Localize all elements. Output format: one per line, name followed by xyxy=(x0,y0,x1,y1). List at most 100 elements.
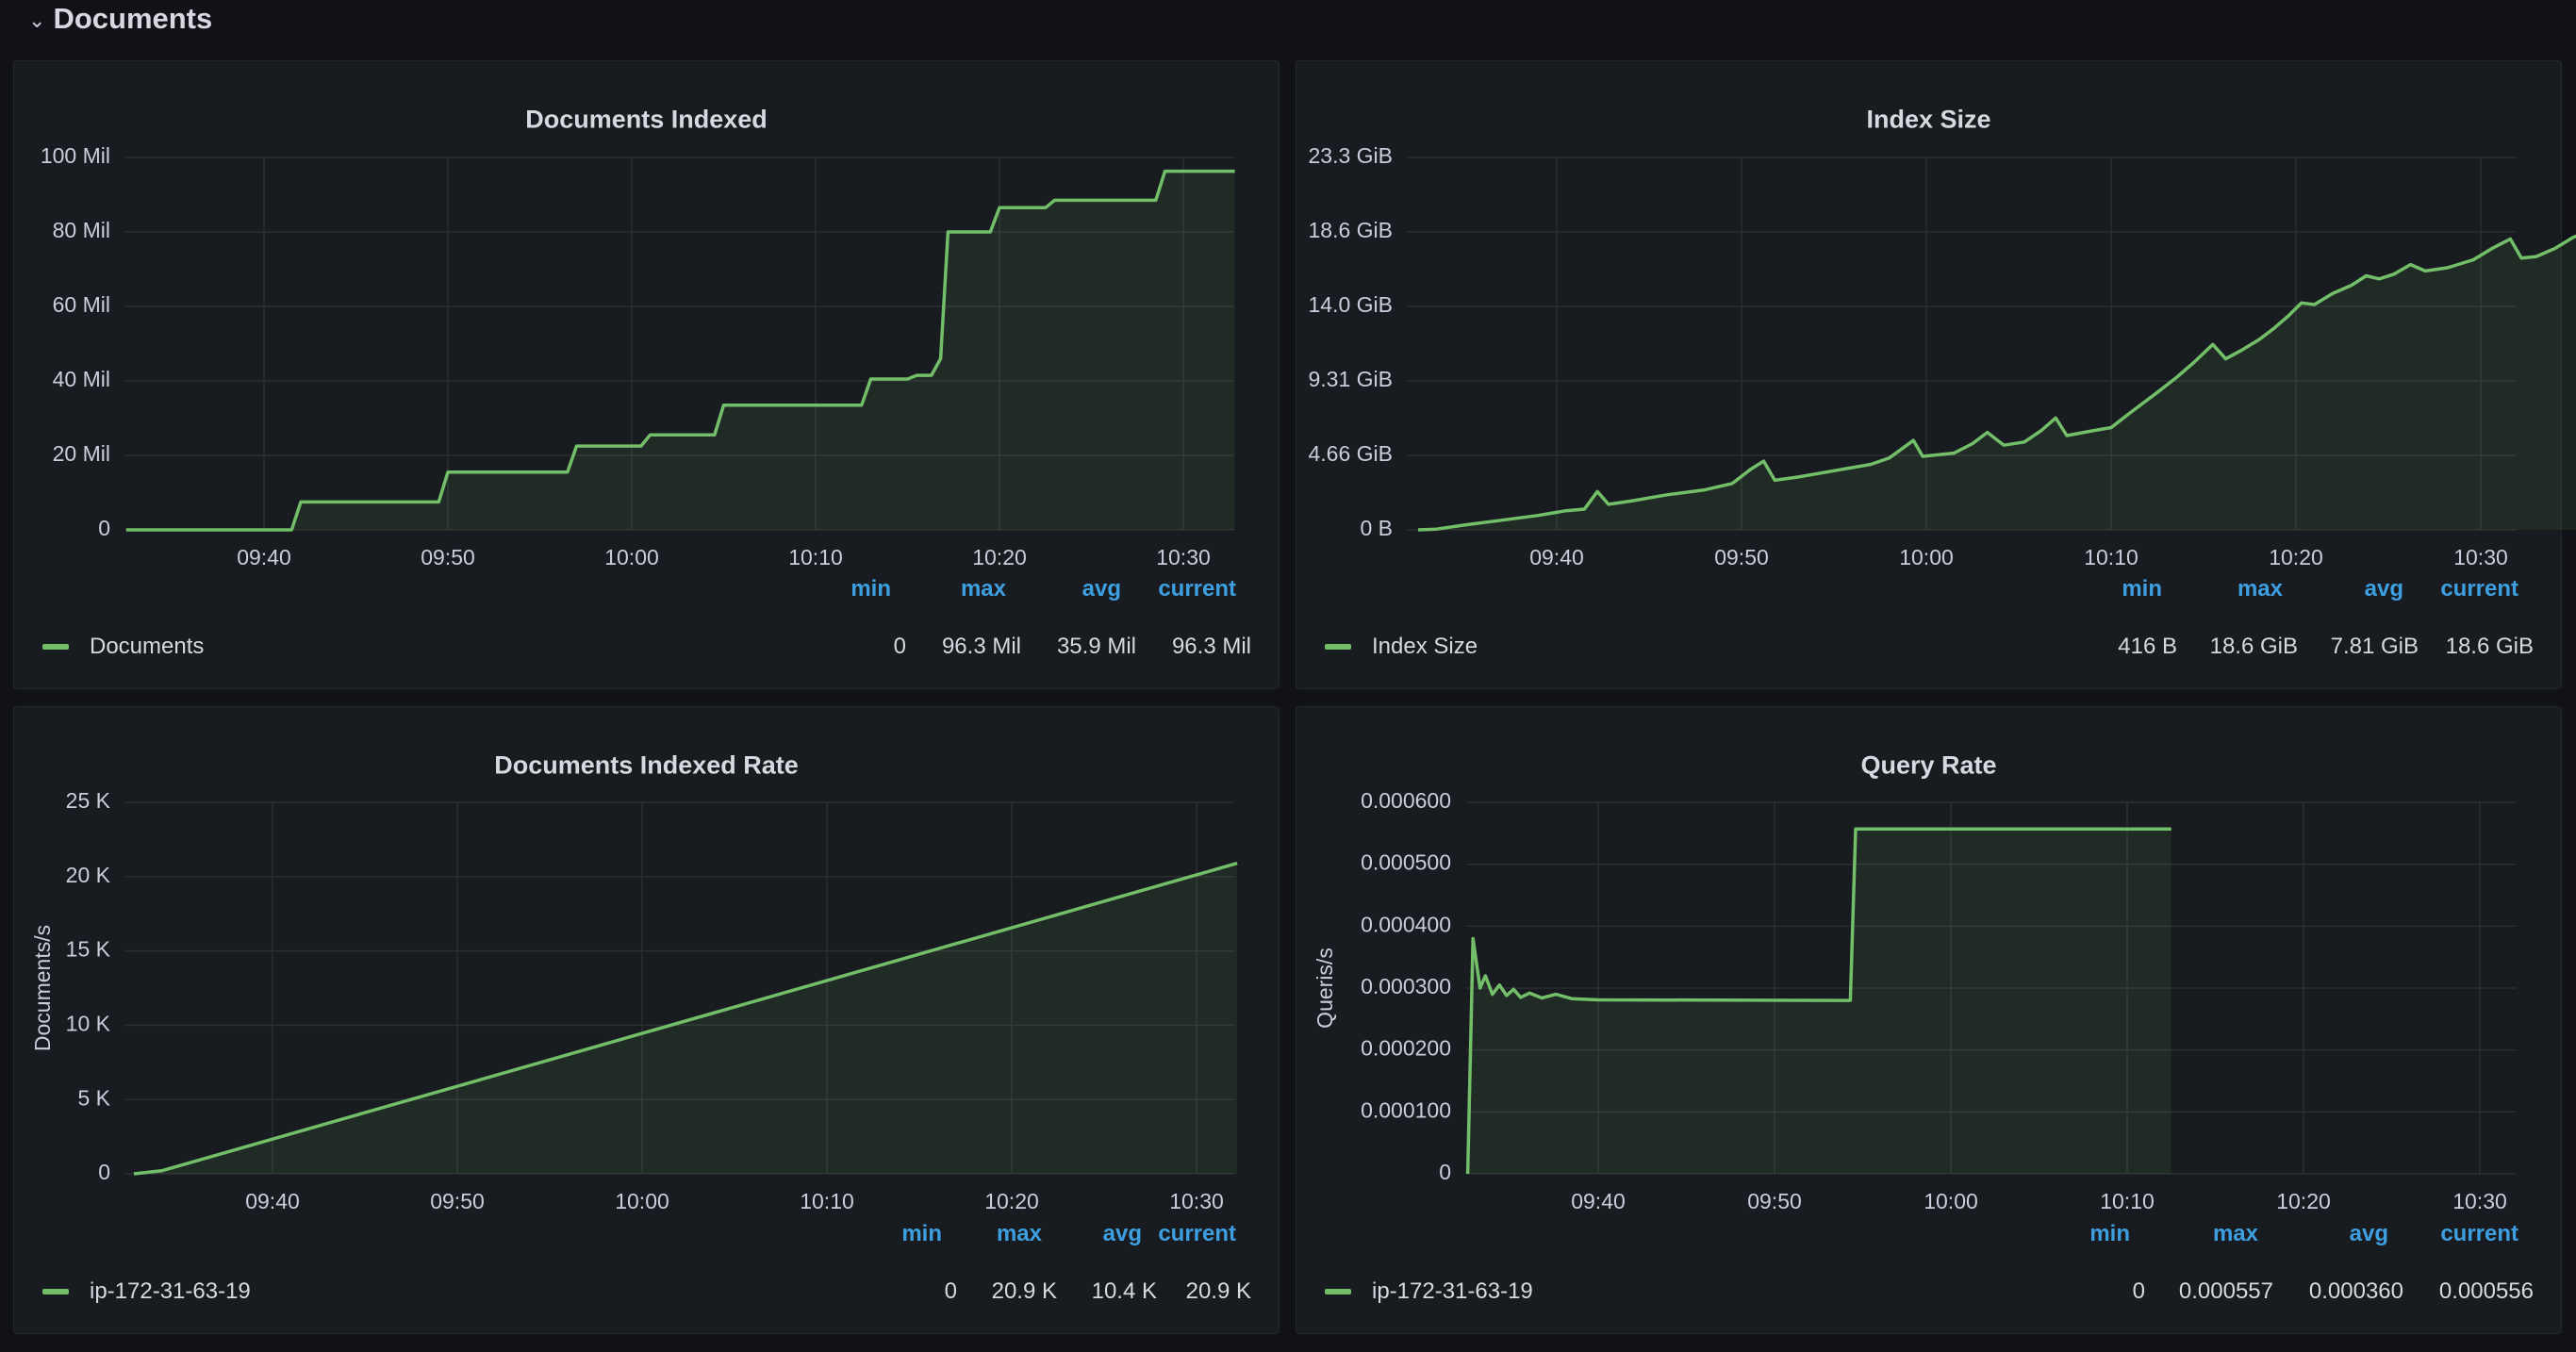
stat-header-avg[interactable]: avg xyxy=(1102,1221,1142,1246)
y-tick-label: 20 K xyxy=(66,863,111,887)
chart-index-size: 0 B 4.66 GiB 9.31 GiB 14.0 GiB 18.6 GiB 23.3 … xyxy=(1309,143,2576,569)
y-tick-label: 9.31 GiB xyxy=(1309,367,1394,391)
legend-label: ip-172-31-63-19 xyxy=(90,1278,251,1304)
x-tick-label: 10:00 xyxy=(1924,1189,1978,1213)
series-line xyxy=(133,861,1238,1176)
stat-current: 18.6 GiB xyxy=(2445,634,2534,659)
stat-header-current[interactable]: current xyxy=(1158,576,1236,602)
stat-header-max[interactable]: max xyxy=(2237,576,2283,602)
x-tick-label: 10:20 xyxy=(2276,1189,2331,1213)
y-tick-label: 0.000100 xyxy=(1361,1097,1451,1122)
panel-documents-indexed[interactable]: Documents Indexed 0 20 Mil 40 Mil 60 Mil 80 … xyxy=(13,60,1280,689)
stat-current: 20.9 K xyxy=(1185,1278,1251,1304)
x-tick-label: 10:00 xyxy=(615,1189,669,1213)
legend-item[interactable]: ip-172-31-63-19 xyxy=(42,1278,251,1305)
x-tick-label: 10:10 xyxy=(800,1189,854,1213)
panel-title[interactable]: Documents Indexed Rate xyxy=(494,750,799,780)
x-tick-label: 09:50 xyxy=(1714,545,1769,569)
y-tick-label: 0 B xyxy=(1360,516,1393,540)
x-tick-label: 09:40 xyxy=(1529,545,1584,569)
x-tick-label: 10:10 xyxy=(788,545,843,569)
panel-title[interactable]: Index Size xyxy=(1866,105,1991,134)
stat-header-max[interactable]: max xyxy=(960,576,1006,602)
stat-max: 20.9 K xyxy=(991,1278,1057,1304)
y-tick-label: 60 Mil xyxy=(53,292,110,317)
stat-header-max[interactable]: max xyxy=(996,1221,1042,1246)
stat-header-min[interactable]: min xyxy=(901,1221,942,1246)
panel-documents-indexed-rate[interactable]: Documents Indexed Rate 0 5 K 10 K 15 K 20 K 2… xyxy=(13,706,1280,1334)
panel-index-size[interactable]: Index Size 0 B 4.66 GiB 9.31 GiB 14.0 GiB 18… xyxy=(1296,60,2576,689)
y-tick-label: 10 K xyxy=(66,1011,111,1035)
chevron-down-icon[interactable]: ⌄ xyxy=(28,8,46,32)
y-tick-label: 100 Mil xyxy=(41,143,110,168)
legend-label: ip-172-31-63-19 xyxy=(1372,1278,1533,1304)
stat-header-avg[interactable]: avg xyxy=(2364,576,2403,602)
x-tick-label: 09:40 xyxy=(1571,1189,1626,1213)
stat-current: 96.3 Mil xyxy=(1171,634,1251,659)
x-tick-label: 10:20 xyxy=(984,1189,1039,1213)
legend-swatch xyxy=(1325,1289,1351,1294)
stat-max: 0.000557 xyxy=(2178,1278,2273,1304)
stat-header-min[interactable]: min xyxy=(850,576,891,602)
stat-avg: 10.4 K xyxy=(1091,1278,1157,1304)
legend-label: Index Size xyxy=(1372,634,1478,659)
panel-title[interactable]: Query Rate xyxy=(1860,750,1997,780)
stat-min: 0 xyxy=(944,1278,957,1304)
series-line xyxy=(1417,234,2576,532)
y-tick-label: 0.000400 xyxy=(1361,912,1451,936)
panel-title[interactable]: Documents Indexed xyxy=(525,105,768,134)
x-tick-label: 09:40 xyxy=(245,1189,300,1213)
x-tick-label: 09:40 xyxy=(237,545,291,569)
x-tick-label: 10:30 xyxy=(2453,545,2508,569)
stat-min: 416 B xyxy=(2118,634,2177,659)
y-tick-label: 20 Mil xyxy=(53,441,110,466)
panel-query-rate[interactable]: Query Rate 0 0.000100 0.000200 0.000300 0.00… xyxy=(1296,706,2562,1334)
y-tick-label: 15 K xyxy=(66,937,111,962)
y-tick-label: 0 xyxy=(98,516,110,540)
stat-header-current[interactable]: current xyxy=(2440,1221,2518,1246)
x-tick-label: 09:50 xyxy=(421,545,475,569)
y-tick-label: 80 Mil xyxy=(53,218,110,242)
series-area xyxy=(134,863,1238,1174)
y-tick-label: 25 K xyxy=(66,788,111,813)
x-tick-label: 10:10 xyxy=(2084,545,2138,569)
y-tick-label: 4.66 GiB xyxy=(1309,441,1394,466)
x-tick-label: 10:30 xyxy=(2452,1189,2507,1213)
legend-swatch xyxy=(42,644,69,650)
stat-avg: 35.9 Mil xyxy=(1056,634,1136,659)
series-line xyxy=(1465,827,2171,1175)
row-header-documents[interactable]: ⌄ Documents xyxy=(28,0,212,38)
stat-header-avg[interactable]: avg xyxy=(2349,1221,2388,1246)
y-tick-label: 0.000500 xyxy=(1361,850,1451,875)
stat-header-current[interactable]: current xyxy=(1158,1221,1236,1246)
series-area xyxy=(125,171,1235,530)
chart-documents-indexed-rate: 0 5 K 10 K 15 K 20 K 25 K 09:40 09:50 10:00 10:10… xyxy=(30,788,1238,1213)
stat-header-min[interactable]: min xyxy=(2122,576,2162,602)
y-axis-label: Queris/s xyxy=(1313,948,1337,1029)
stat-current: 0.000556 xyxy=(2438,1278,2534,1304)
x-tick-label: 10:10 xyxy=(2100,1189,2155,1213)
x-tick-label: 10:00 xyxy=(1899,545,1954,569)
y-tick-label: 0 xyxy=(1439,1160,1451,1184)
x-tick-label: 09:50 xyxy=(430,1189,485,1213)
x-tick-label: 10:20 xyxy=(972,545,1027,569)
legend-item[interactable]: ip-172-31-63-19 xyxy=(1325,1278,1533,1305)
y-tick-label: 14.0 GiB xyxy=(1309,292,1394,317)
x-tick-label: 10:30 xyxy=(1156,545,1211,569)
y-axis-label: Documents/s xyxy=(30,925,55,1051)
stat-avg: 0.000360 xyxy=(2308,1278,2403,1304)
x-tick-label: 10:30 xyxy=(1169,1189,1224,1213)
stat-header-min[interactable]: min xyxy=(2089,1221,2130,1246)
stat-header-max[interactable]: max xyxy=(2212,1221,2258,1246)
stat-header-current[interactable]: current xyxy=(2440,576,2518,602)
legend-item[interactable]: Documents xyxy=(42,634,204,660)
legend-item[interactable]: Index Size xyxy=(1325,634,1478,660)
stat-max: 18.6 GiB xyxy=(2209,634,2298,659)
stat-header-avg[interactable]: avg xyxy=(1082,576,1121,602)
row-title: Documents xyxy=(53,2,213,35)
y-tick-label: 18.6 GiB xyxy=(1309,218,1394,242)
x-tick-label: 09:50 xyxy=(1747,1189,1802,1213)
y-tick-label: 0.000200 xyxy=(1361,1036,1451,1061)
y-tick-label: 40 Mil xyxy=(53,367,110,391)
series-line xyxy=(125,169,1235,532)
